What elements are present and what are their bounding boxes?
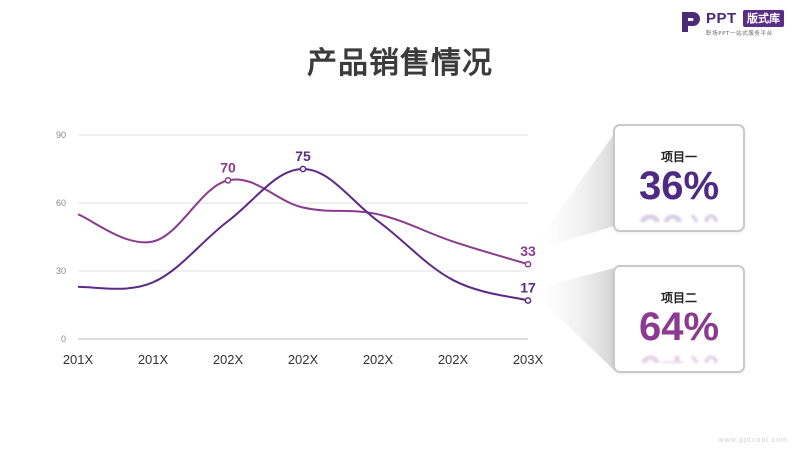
page-title: 产品销售情况 bbox=[307, 46, 493, 81]
stat-card-2-reflection: 64% bbox=[615, 347, 743, 363]
footer-watermark: www.pptcool.com bbox=[718, 437, 788, 444]
stat-card-1-reflection: 36% bbox=[615, 206, 743, 222]
series-2-end-label: 17 bbox=[520, 279, 536, 295]
stat-card-2-label: 项目二 bbox=[660, 291, 697, 305]
x-tick-label: 201X bbox=[63, 352, 94, 367]
series-line-1 bbox=[77, 178, 529, 266]
x-tick-label: 203X bbox=[513, 352, 544, 367]
series-2-end-point bbox=[524, 297, 532, 304]
logo-p-icon bbox=[682, 12, 700, 32]
stat-card-2-value: 64% bbox=[638, 305, 720, 349]
logo-brand-text: PPT bbox=[706, 10, 737, 27]
peak-label-2: 75 bbox=[295, 148, 311, 164]
series-line-2 bbox=[77, 167, 529, 302]
stat-card-2: 项目二 64% 64% bbox=[613, 265, 745, 373]
stat-card-1-label: 项目一 bbox=[660, 150, 697, 164]
series-1-end-label: 33 bbox=[520, 243, 536, 259]
y-tick-label: 30 bbox=[56, 266, 66, 276]
stat-card-1: 项目一 36% 36% bbox=[613, 124, 745, 232]
y-tick-label: 0 bbox=[61, 334, 66, 344]
x-tick-label: 202X bbox=[438, 352, 469, 367]
peak-point-2 bbox=[299, 165, 307, 173]
x-tick-label: 202X bbox=[363, 352, 394, 367]
stat-card-1-value: 36% bbox=[638, 164, 720, 208]
x-tick-label: 202X bbox=[288, 352, 319, 367]
callout-beam-1 bbox=[530, 134, 614, 252]
logo-tagline: 职场PPT一站式服务平台 bbox=[706, 31, 773, 37]
series-1-end-point bbox=[524, 260, 532, 268]
x-tick-label: 202X bbox=[213, 352, 244, 367]
y-tick-label: 60 bbox=[56, 198, 66, 208]
brand-logo: PPT 版式库 职场PPT一站式服务平台 bbox=[680, 8, 792, 38]
peak-point-1 bbox=[224, 176, 232, 184]
callout-beam-2 bbox=[530, 268, 614, 370]
x-tick-label: 201X bbox=[138, 352, 169, 367]
logo-badge: 版式库 bbox=[743, 10, 784, 27]
y-tick-label: 90 bbox=[56, 130, 66, 140]
peak-label-1: 70 bbox=[220, 159, 236, 175]
